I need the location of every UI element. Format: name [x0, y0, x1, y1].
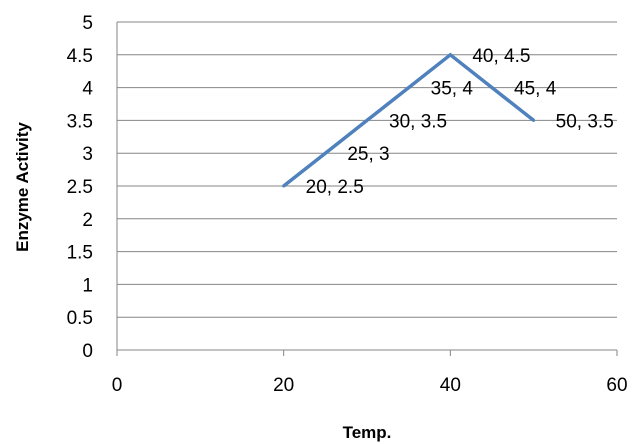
y-tick-label: 1: [82, 275, 93, 296]
x-tick-label: 60: [606, 375, 627, 396]
y-tick-label: 4.5: [67, 46, 93, 67]
data-label: 30, 3.5: [389, 111, 447, 132]
data-point: [282, 185, 285, 188]
y-tick-label: 2: [82, 210, 93, 231]
x-axis-title: Temp.: [343, 423, 392, 442]
data-point: [491, 86, 494, 89]
data-point: [407, 86, 410, 89]
y-tick-label: 3.5: [67, 111, 93, 132]
y-tick-label: 0: [82, 341, 93, 362]
data-point: [449, 53, 452, 56]
data-point: [324, 152, 327, 155]
gridlines: [117, 22, 617, 317]
y-axis-title: Enzyme Activity: [13, 122, 32, 252]
y-tick-label: 1.5: [67, 243, 93, 264]
data-label: 35, 4: [431, 79, 474, 100]
x-tick-labels: 0 20 40 60: [112, 350, 628, 396]
data-label: 50, 3.5: [556, 111, 614, 132]
data-point: [532, 119, 535, 122]
y-tick-label: 4: [82, 79, 93, 100]
data-point: [366, 119, 369, 122]
data-label: 25, 3: [347, 144, 389, 165]
data-label: 45, 4: [514, 79, 557, 100]
y-tick-label: 3: [82, 144, 93, 165]
y-tick-label: 5: [82, 13, 93, 34]
x-tick-label: 0: [112, 375, 123, 396]
y-tick-label: 0.5: [67, 308, 93, 329]
x-tick-label: 20: [273, 375, 294, 396]
y-tick-label: 2.5: [67, 177, 93, 198]
data-label: 40, 4.5: [472, 46, 530, 67]
x-tick-label: 40: [440, 375, 461, 396]
y-tick-labels: 0 0.5 1 1.5 2 2.5 3 3.5 4 4.5 5: [67, 13, 94, 362]
data-label: 20, 2.5: [306, 177, 364, 198]
data-labels: 20, 2.5 25, 330, 3.5 35, 4 40, 4.5 45, 4 50, …: [306, 46, 614, 198]
